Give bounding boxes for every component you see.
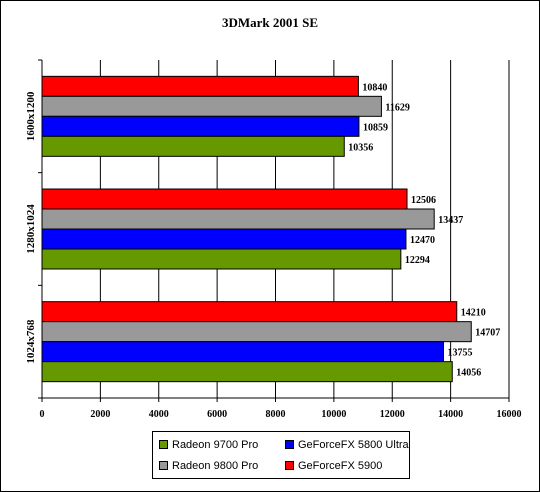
data-label-geforcefx-5800-ultra-1280x1024: 12470 [410, 235, 435, 246]
legend-label-geforcefx-5900: GeForceFX 5900 [298, 460, 383, 472]
x-tick-label-8000: 8000 [266, 409, 286, 420]
bar-geforcefx-5800-ultra-1280x1024 [41, 228, 407, 250]
data-label-radeon-9800-pro-1024x768: 14707 [475, 328, 500, 339]
legend-swatch-radeon-9800-pro [159, 460, 168, 470]
data-label-geforcefx-5800-ultra-1600x1200: 10859 [363, 122, 388, 133]
bar-radeon-9700-pro-1600x1200 [41, 135, 345, 157]
legend-swatch-radeon-9700-pro [159, 439, 168, 449]
legend-item-radeon-9700-pro: Radeon 9700 Pro [159, 438, 258, 452]
x-tick-label-6000: 6000 [207, 409, 227, 420]
x-tick-label-16000: 16000 [497, 409, 522, 420]
bar-radeon-9700-pro-1024x768 [41, 361, 453, 383]
data-label-radeon-9700-pro-1600x1200: 10356 [348, 142, 373, 153]
data-label-geforcefx-5900-1600x1200: 10840 [362, 82, 387, 93]
bar-geforcefx-5800-ultra-1024x768 [41, 341, 444, 363]
data-label-geforcefx-5900-1280x1024: 12506 [411, 195, 436, 206]
x-tick-label-10000: 10000 [321, 409, 346, 420]
bar-geforcefx-5800-ultra-1600x1200 [41, 115, 360, 137]
bar-radeon-9700-pro-1280x1024 [41, 248, 402, 270]
bar-radeon-9800-pro-1600x1200 [41, 95, 382, 117]
chart-title: 3DMark 2001 SE [221, 15, 319, 30]
legend-label-radeon-9700-pro: Radeon 9700 Pro [172, 439, 259, 451]
bar-geforcefx-5900-1600x1200 [41, 75, 359, 97]
data-label-radeon-9700-pro-1024x768: 14056 [456, 368, 481, 379]
category-label-1600x1200: 1600x1200 [25, 91, 37, 141]
data-label-radeon-9700-pro-1280x1024: 12294 [405, 255, 430, 266]
x-tick-label-12000: 12000 [380, 409, 405, 420]
legend-label-radeon-9800-pro: Radeon 9800 Pro [172, 460, 259, 472]
data-label-geforcefx-5900-1024x768: 14210 [461, 308, 486, 319]
x-tick-label-14000: 14000 [438, 409, 463, 420]
data-label-radeon-9800-pro-1600x1200: 11629 [385, 102, 409, 113]
x-tick-label-0: 0 [40, 409, 45, 420]
legend-item-geforcefx-5900: GeForceFX 5900 [285, 459, 382, 473]
bar-radeon-9800-pro-1280x1024 [41, 208, 435, 230]
data-label-radeon-9800-pro-1280x1024: 13437 [438, 215, 463, 226]
legend-item-geforcefx-5800-ultra: GeForceFX 5800 Ultra [285, 438, 409, 452]
category-label-1024x768: 1024x768 [25, 319, 37, 364]
bar-geforcefx-5900-1024x768 [41, 301, 458, 323]
data-label-geforcefx-5800-ultra-1024x768: 13755 [447, 348, 472, 359]
legend-swatch-geforcefx-5900 [285, 460, 294, 470]
legend-item-radeon-9800-pro: Radeon 9800 Pro [159, 459, 258, 473]
legend-swatch-geforcefx-5800-ultra [285, 439, 294, 449]
legend: Radeon 9700 Pro GeForceFX 5800 Ultra Radeo… [152, 431, 410, 479]
x-tick-label-4000: 4000 [149, 409, 169, 420]
legend-label-geforcefx-5800-ultra: GeForceFX 5800 Ultra [298, 439, 409, 451]
category-label-1280x1024: 1280x1024 [25, 204, 37, 254]
bar-radeon-9800-pro-1024x768 [41, 321, 472, 343]
x-tick-label-2000: 2000 [90, 409, 110, 420]
bar-geforcefx-5900-1280x1024 [41, 188, 408, 210]
